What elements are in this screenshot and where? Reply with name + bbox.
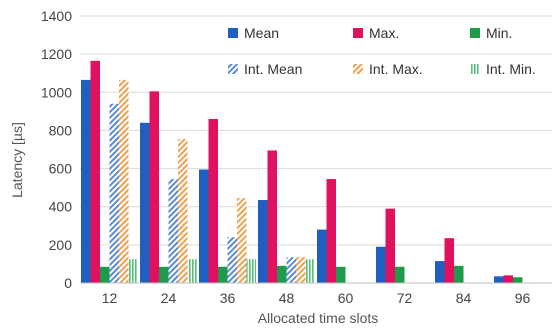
legend: Mean Max. Min. Int. Mean Int. Max. Int. Min. [228,25,536,77]
bar-min-72 [395,266,405,283]
x-tick-label: 24 [161,290,177,306]
bar-max-60 [326,179,336,283]
y-axis-ticks: 0 200 400 600 800 1000 1200 1400 [41,8,72,291]
legend-label: Mean [244,25,279,41]
bar-mean-12 [81,79,91,283]
bar-int-min-36 [246,259,256,283]
y-tick-label: 800 [49,122,73,138]
y-tick-label: 0 [64,275,72,291]
x-axis-ticks: 12 24 36 48 60 72 84 96 [102,290,531,306]
y-tick-label: 600 [49,161,73,177]
bar-min-36 [218,266,228,283]
bar-min-24 [159,266,169,283]
x-tick-label: 12 [102,290,118,306]
bar-max-36 [208,118,218,283]
bar-int-max-48 [296,257,306,283]
legend-swatch [228,28,238,38]
x-tick-label: 72 [397,290,413,306]
bar-int-max-24 [178,139,188,283]
legend-label: Min. [486,25,512,41]
legend-swatch [470,64,480,74]
legend-label: Int. Min. [486,61,536,77]
bar-max-24 [149,91,159,283]
bar-min-60 [336,266,346,283]
bar-min-48 [277,265,287,283]
bar-mean-84 [435,261,445,283]
y-tick-label: 200 [49,237,73,253]
bar-mean-48 [258,200,268,283]
bar-mean-96 [494,276,504,283]
bar-series [81,60,523,283]
x-axis-title: Allocated time slots [258,310,379,326]
legend-swatch [228,64,238,74]
bar-int-mean-48 [286,257,296,283]
y-axis-title: Latency [µs] [9,122,25,198]
legend-label: Max. [369,25,399,41]
x-tick-label: 48 [279,290,295,306]
y-tick-label: 1200 [41,46,72,62]
bar-mean-36 [199,169,209,283]
bar-int-max-12 [119,79,129,283]
legend-swatch [353,28,363,38]
bar-int-min-12 [128,259,138,283]
bar-max-72 [385,208,395,283]
y-tick-label: 1400 [41,8,72,24]
bar-max-96 [503,275,513,283]
bar-mean-60 [317,229,327,283]
x-tick-label: 36 [220,290,236,306]
bar-int-min-24 [187,259,197,283]
bar-int-min-48 [305,259,315,283]
y-tick-label: 400 [49,199,73,215]
legend-label: Int. Mean [244,61,302,77]
y-tick-label: 1000 [41,84,72,100]
bar-int-max-36 [237,198,247,283]
x-tick-label: 84 [456,290,472,306]
x-tick-label: 96 [515,290,531,306]
bar-int-mean-24 [168,179,178,283]
bar-min-84 [454,265,464,283]
legend-swatch [353,64,363,74]
bar-mean-24 [140,122,150,283]
bar-min-96 [513,277,523,283]
bar-max-84 [444,238,454,283]
bar-min-12 [100,266,110,283]
bar-int-mean-36 [227,237,237,283]
bar-max-48 [267,150,277,283]
legend-label: Int. Max. [369,61,423,77]
bar-int-mean-12 [109,103,119,283]
legend-swatch [470,28,480,38]
x-tick-label: 60 [338,290,354,306]
bar-mean-72 [376,246,386,283]
bar-max-12 [90,60,100,283]
